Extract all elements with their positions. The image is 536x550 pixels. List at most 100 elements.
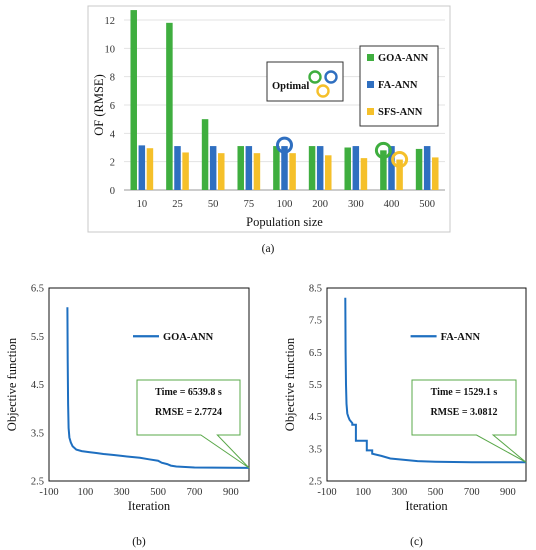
bar-goa-ann	[237, 146, 244, 190]
bar-chart-a: 0 2 4 6 8 10 12 10 25 50 75 100 200 300 400 500 Populati…	[87, 5, 451, 255]
y-tick-label: 7.5	[309, 316, 322, 327]
bar-fa-ann	[316, 146, 324, 190]
x-tick-label: 25	[172, 199, 183, 210]
caption-b: (b)	[132, 536, 146, 548]
bar-sfs-ann	[432, 157, 439, 190]
legend-label-fa-ann: FA-ANN	[378, 80, 418, 91]
y-tick-label: 6.5	[31, 284, 44, 295]
bar-fa-ann	[388, 146, 395, 190]
y-tick-label: 2.5	[31, 477, 44, 488]
x-tick-label: 10	[137, 199, 148, 210]
x-tick-label: 75	[244, 199, 255, 210]
bar-fa-ann	[174, 146, 181, 190]
optimal-legend-fa-icon	[324, 70, 338, 84]
legend-swatch-goa-ann	[367, 54, 374, 61]
plot-frame	[48, 287, 250, 482]
bar-goa-ann	[344, 147, 351, 190]
bar-sfs-ann	[253, 153, 261, 190]
bar-goa-ann	[380, 150, 387, 190]
bar-goa-ann	[166, 22, 173, 191]
x-tick-label: 100	[355, 487, 371, 498]
bar-sfs-ann	[396, 159, 403, 190]
bar-goa-ann	[201, 119, 209, 190]
y-tick-label: 8	[110, 73, 115, 84]
y-axis-title: OF (RMSE)	[92, 74, 106, 135]
x-tick-label: 300	[391, 487, 407, 498]
y-tick-label: 4.5	[31, 380, 44, 391]
bar-sfs-ann	[146, 148, 154, 190]
legend-label-goa-ann: GOA-ANN	[163, 332, 214, 343]
y-tick-label: 8.5	[309, 284, 322, 295]
y-tick-label: 5.5	[309, 380, 322, 391]
bar-fa-ann	[138, 145, 146, 190]
x-tick-label: 300	[114, 487, 130, 498]
x-tick-label: 100	[277, 199, 293, 210]
bar-fa-ann	[352, 146, 360, 190]
x-axis-title: Iteration	[128, 499, 171, 513]
x-tick-label: 500	[428, 487, 444, 498]
bar-fa-ann	[281, 146, 288, 190]
series-line-goa-ann	[66, 307, 250, 469]
bar-goa-ann	[273, 146, 280, 190]
legend-label-fa-ann: FA-ANN	[441, 332, 481, 343]
y-tick-label: 3.5	[31, 428, 44, 439]
line-chart-b: 2.5 3.5 4.5 5.5 6.5 -100 100 300 500 700 900 Iterat…	[5, 284, 250, 548]
x-tick-label: -100	[39, 487, 58, 498]
optimal-marker-fa	[276, 136, 293, 154]
x-tick-label: 900	[500, 487, 516, 498]
y-tick-label: 6	[110, 101, 115, 112]
x-tick-label: 500	[419, 199, 435, 210]
bar-fa-ann	[209, 146, 217, 190]
bar-goa-ann	[415, 148, 423, 190]
x-tick-label: 300	[348, 199, 364, 210]
bar-goa-ann	[308, 146, 316, 190]
x-axis-title: Population size	[246, 215, 323, 229]
y-tick-label: 0	[110, 186, 115, 197]
bar-sfs-ann	[182, 152, 189, 190]
y-axis-title: Objective function	[283, 337, 297, 431]
x-tick-label: 200	[312, 199, 328, 210]
legend-label-sfs-ann: SFS-ANN	[378, 107, 423, 118]
optimal-label: Optimal	[272, 81, 309, 92]
bar-goa-ann	[130, 10, 137, 191]
legend-label-goa-ann: GOA-ANN	[378, 53, 429, 64]
caption-a: (a)	[262, 243, 275, 255]
optimal-marker-goa	[374, 141, 392, 159]
callout-text: Time = 6539.8 s	[155, 387, 222, 398]
line-chart-c: 2.5 3.5 4.5 5.5 6.5 7.5 8.5 -100 100 300 500 700 900…	[283, 284, 527, 548]
bar-sfs-ann	[360, 158, 368, 190]
y-tick-label: 6.5	[309, 348, 322, 359]
series-line-fa-ann	[344, 297, 527, 464]
y-tick-label: 2.5	[309, 477, 322, 488]
legend-swatch-fa-ann	[367, 81, 374, 88]
x-tick-label: 500	[150, 487, 166, 498]
plot-frame	[326, 287, 527, 482]
bar-sfs-ann	[289, 153, 296, 190]
optimal-legend-sfs-icon	[316, 84, 330, 98]
legend-swatch-sfs-ann	[367, 108, 374, 115]
y-tick-label: 4	[110, 129, 116, 140]
y-tick-label: 3.5	[309, 444, 322, 455]
bar-sfs-ann	[218, 153, 225, 190]
callout-box	[411, 379, 527, 463]
x-tick-label: 100	[77, 487, 93, 498]
x-tick-label: 700	[187, 487, 203, 498]
callout-text: RMSE = 3.0812	[430, 407, 497, 418]
bar-fa-ann	[423, 146, 431, 190]
callout-text: Time = 1529.1 s	[431, 387, 498, 398]
chart-a-frame	[87, 5, 451, 233]
y-tick-label: 12	[105, 16, 116, 27]
x-tick-label: 50	[208, 199, 219, 210]
optimal-legend-goa-icon	[308, 70, 322, 84]
callout-text: RMSE = 2.7724	[155, 407, 222, 418]
x-tick-label: 900	[223, 487, 239, 498]
x-tick-label: -100	[317, 487, 336, 498]
y-tick-label: 5.5	[31, 332, 44, 343]
y-axis-title: Objective function	[5, 337, 19, 431]
optimal-marker-sfs	[391, 151, 409, 169]
x-tick-label: 400	[384, 199, 400, 210]
bar-fa-ann	[245, 146, 253, 190]
callout-box	[136, 379, 250, 469]
x-axis-title: Iteration	[405, 499, 448, 513]
